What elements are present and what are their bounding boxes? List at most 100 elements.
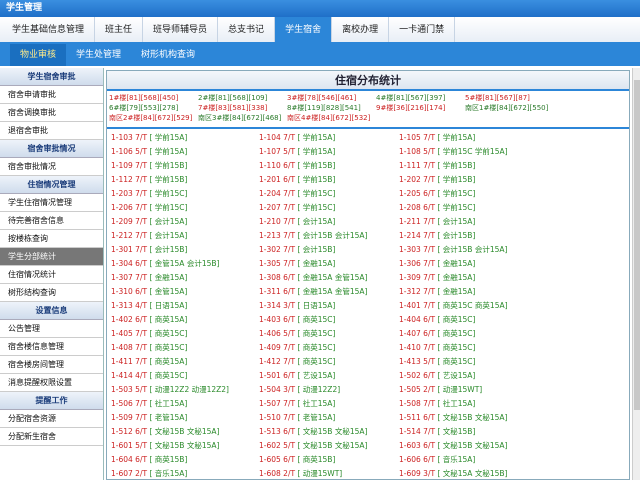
room-entry[interactable]: 1-412 7/T [ 商英15C] (259, 355, 399, 369)
menu-item[interactable]: 宿舍楼信息管理 (0, 338, 103, 356)
room-entry[interactable]: 1-207 7/T [ 学前15C] (259, 201, 399, 215)
section-header[interactable]: 宿舍审批情况 (0, 140, 103, 158)
room-entry[interactable]: 1-606 6/T [ 音乐15A] (399, 453, 599, 467)
room-entry[interactable]: 1-502 6/T [ 艺设15A] (399, 369, 599, 383)
room-entry[interactable]: 1-513 6/T [ 文秘15B 文秘15A] (259, 425, 399, 439)
scrollbar[interactable] (632, 68, 640, 480)
room-entry[interactable]: 1-408 7/T [ 商英15C] (111, 341, 259, 355)
room-entry[interactable]: 1-306 7/T [ 金融15A] (399, 257, 599, 271)
room-entry[interactable]: 1-209 7/T [ 会计15A] (111, 215, 259, 229)
room-entry[interactable]: 1-501 6/T [ 艺设15A] (259, 369, 399, 383)
sub-tab[interactable]: 学生处管理 (76, 50, 122, 60)
room-entry[interactable]: 1-104 7/T [ 学前15A] (259, 131, 399, 145)
room-entry[interactable]: 1-201 6/T [ 学前15B] (259, 173, 399, 187)
room-entry[interactable]: 1-405 7/T [ 商英15C] (111, 327, 259, 341)
room-entry[interactable]: 1-208 6/T [ 学前15C] (399, 201, 599, 215)
room-entry[interactable]: 1-511 6/T [ 文秘15B 文秘15A] (399, 411, 599, 425)
room-entry[interactable]: 1-312 7/T [ 金融15A] (399, 285, 599, 299)
menu-item[interactable]: 住宿情况统计 (0, 266, 103, 284)
menu-item[interactable]: 退宿舍审批 (0, 122, 103, 140)
nav-tab[interactable]: 离校办理 (332, 17, 390, 42)
room-entry[interactable]: 1-108 5/T [ 学前15C 学前15A] (399, 145, 599, 159)
room-entry[interactable]: 1-508 7/T [ 社工15A] (399, 397, 599, 411)
room-entry[interactable]: 1-505 2/T [ 动漫15WT] (399, 383, 599, 397)
section-header[interactable]: 提醒工作 (0, 392, 103, 410)
room-entry[interactable]: 1-509 7/T [ 老管15A] (111, 411, 259, 425)
section-header[interactable]: 住宿情况管理 (0, 176, 103, 194)
room-entry[interactable]: 1-203 7/T [ 学前15C] (111, 187, 259, 201)
room-entry[interactable]: 1-311 6/T [ 金融15A 金管15A] (259, 285, 399, 299)
room-entry[interactable]: 1-503 5/T [ 动漫12Z2 动漫12Z2] (111, 383, 259, 397)
room-entry[interactable]: 1-105 7/T [ 学前15A] (399, 131, 599, 145)
room-entry[interactable]: 1-601 5/T [ 文秘15B 文秘15A] (111, 439, 259, 453)
room-entry[interactable]: 1-604 6/T [ 商英15B] (111, 453, 259, 467)
room-entry[interactable]: 1-403 6/T [ 商英15C] (259, 313, 399, 327)
room-entry[interactable]: 1-304 6/T [ 金管15A 会计15B] (111, 257, 259, 271)
room-entry[interactable]: 1-506 7/T [ 社工15A] (111, 397, 259, 411)
room-entry[interactable]: 1-603 6/T [ 文秘15B 文秘15A] (399, 439, 599, 453)
room-entry[interactable]: 1-414 4/T [ 商英15C] (111, 369, 259, 383)
nav-tab[interactable]: 班导师辅导员 (143, 17, 219, 42)
section-header[interactable]: 学生宿舍审批 (0, 68, 103, 86)
menu-item[interactable]: 分配新生宿舍 (0, 428, 103, 446)
section-header[interactable]: 设置信息 (0, 302, 103, 320)
room-entry[interactable]: 1-310 6/T [ 金管15A] (111, 285, 259, 299)
room-entry[interactable]: 1-204 7/T [ 学前15C] (259, 187, 399, 201)
sub-tab[interactable]: 物业审核 (10, 44, 67, 66)
room-entry[interactable]: 1-211 7/T [ 会计15A] (399, 215, 599, 229)
room-entry[interactable]: 1-106 5/T [ 学前15A] (111, 145, 259, 159)
room-entry[interactable]: 1-205 6/T [ 学前15C] (399, 187, 599, 201)
menu-item[interactable]: 按楼栋查询 (0, 230, 103, 248)
room-entry[interactable]: 1-202 7/T [ 学前15B] (399, 173, 599, 187)
room-entry[interactable]: 1-213 7/T [ 会计15B 会计15A] (259, 229, 399, 243)
menu-item[interactable]: 公告管理 (0, 320, 103, 338)
room-entry[interactable]: 1-413 5/T [ 商英15C] (399, 355, 599, 369)
room-entry[interactable]: 1-607 2/T [ 音乐15A] (111, 467, 259, 481)
nav-tab[interactable]: 学生宿舍 (275, 17, 333, 42)
room-entry[interactable]: 1-401 7/T [ 商英15C 商英15A] (399, 299, 599, 313)
room-entry[interactable]: 1-608 2/T [ 动漫15WT] (259, 467, 399, 481)
room-entry[interactable]: 1-308 6/T [ 金融15A 金管15A] (259, 271, 399, 285)
room-entry[interactable]: 1-112 7/T [ 学前15B] (111, 173, 259, 187)
room-entry[interactable]: 1-409 7/T [ 商英15C] (259, 341, 399, 355)
nav-tab[interactable]: 班主任 (95, 17, 144, 42)
nav-tab[interactable]: 总支书记 (218, 17, 276, 42)
room-entry[interactable]: 1-313 4/T [ 日语15A] (111, 299, 259, 313)
room-entry[interactable]: 1-407 6/T [ 商英15C] (399, 327, 599, 341)
room-entry[interactable]: 1-111 7/T [ 学前15B] (399, 159, 599, 173)
room-entry[interactable]: 1-302 7/T [ 会计15B] (259, 243, 399, 257)
menu-item[interactable]: 学生分部统计 (0, 248, 103, 266)
room-entry[interactable]: 1-609 3/T [ 文秘15A 文秘15B] (399, 467, 599, 481)
room-entry[interactable]: 1-103 7/T [ 学前15A] (111, 131, 259, 145)
room-entry[interactable]: 1-605 6/T [ 商英15B] (259, 453, 399, 467)
room-entry[interactable]: 1-212 7/T [ 会计15A] (111, 229, 259, 243)
menu-item[interactable]: 消息提醒权限设置 (0, 374, 103, 392)
menu-item[interactable]: 分配宿舍资源 (0, 410, 103, 428)
room-entry[interactable]: 1-602 5/T [ 文秘15B 文秘15A] (259, 439, 399, 453)
room-entry[interactable]: 1-303 7/T [ 会计15B 会计15A] (399, 243, 599, 257)
room-entry[interactable]: 1-110 6/T [ 学前15B] (259, 159, 399, 173)
room-entry[interactable]: 1-512 6/T [ 文秘15B 文秘15A] (111, 425, 259, 439)
menu-item[interactable]: 树形结构查询 (0, 284, 103, 302)
room-entry[interactable]: 1-307 7/T [ 金融15A] (111, 271, 259, 285)
room-entry[interactable]: 1-504 3/T [ 动漫12Z2] (259, 383, 399, 397)
menu-item[interactable]: 宿舍审批情况 (0, 158, 103, 176)
room-entry[interactable]: 1-411 7/T [ 商英15A] (111, 355, 259, 369)
scroll-thumb[interactable] (634, 80, 640, 410)
room-entry[interactable]: 1-305 7/T [ 金融15A] (259, 257, 399, 271)
menu-item[interactable]: 宿舍调换审批 (0, 104, 103, 122)
room-entry[interactable]: 1-410 7/T [ 商英15C] (399, 341, 599, 355)
room-entry[interactable]: 1-402 6/T [ 商英15A] (111, 313, 259, 327)
nav-tab[interactable]: 学生基础信息管理 (2, 17, 96, 42)
nav-tab[interactable]: 一卡通门禁 (389, 17, 456, 42)
room-entry[interactable]: 1-404 6/T [ 商英15C] (399, 313, 599, 327)
room-entry[interactable]: 1-507 7/T [ 社工15A] (259, 397, 399, 411)
room-entry[interactable]: 1-510 7/T [ 老管15A] (259, 411, 399, 425)
room-entry[interactable]: 1-309 7/T [ 金融15A] (399, 271, 599, 285)
menu-item[interactable]: 宿舍申请审批 (0, 86, 103, 104)
room-entry[interactable]: 1-206 7/T [ 学前15C] (111, 201, 259, 215)
room-entry[interactable]: 1-214 7/T [ 会计15B] (399, 229, 599, 243)
room-entry[interactable]: 1-301 7/T [ 会计15B] (111, 243, 259, 257)
room-entry[interactable]: 1-107 5/T [ 学前15A] (259, 145, 399, 159)
room-entry[interactable]: 1-314 3/T [ 日语15A] (259, 299, 399, 313)
